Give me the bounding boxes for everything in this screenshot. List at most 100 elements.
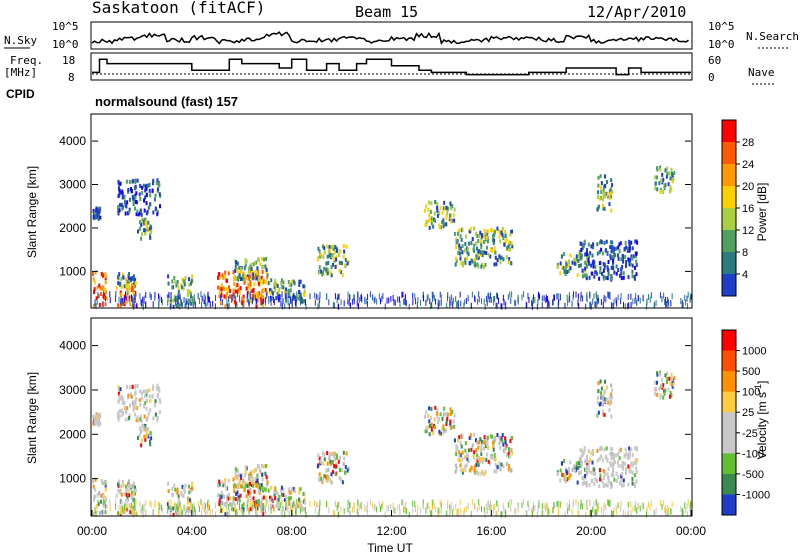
- power-cell: [145, 302, 146, 308]
- velocity-cell: [578, 501, 579, 507]
- freq-panel: [91, 53, 692, 80]
- velocity-cell: [212, 509, 213, 515]
- velocity-cell: [485, 458, 487, 462]
- power-cell: [451, 204, 453, 208]
- velocity-cell: [495, 463, 497, 467]
- velocity-cell: [449, 420, 451, 424]
- power-cell: [300, 299, 301, 305]
- power-cell: [631, 270, 633, 274]
- power-cell: [619, 249, 621, 253]
- velocity-cell: [271, 508, 272, 514]
- power-cell: [553, 299, 554, 305]
- velocity-cell: [250, 499, 251, 505]
- power-colorbar-tick-label: 16: [742, 203, 754, 215]
- power-cell: [468, 242, 470, 246]
- velocity-cell: [510, 468, 512, 472]
- power-cell: [483, 240, 485, 244]
- velocity-cell: [262, 477, 264, 481]
- power-cell: [599, 261, 601, 265]
- power-cell: [288, 289, 290, 293]
- velocity-cell: [201, 510, 202, 516]
- power-cell: [143, 199, 145, 203]
- velocity-cell: [178, 498, 180, 502]
- power-cell: [601, 190, 603, 194]
- power-cell: [499, 239, 501, 243]
- power-cell: [664, 299, 665, 305]
- power-cell: [432, 292, 433, 298]
- power-cell: [598, 277, 600, 281]
- velocity-cell: [259, 469, 261, 473]
- velocity-cell: [526, 510, 527, 516]
- velocity-cell: [582, 482, 584, 486]
- power-cell: [302, 298, 303, 304]
- power-cell: [129, 198, 131, 202]
- velocity-cell: [255, 503, 256, 509]
- velocity-cell: [464, 468, 466, 472]
- velocity-cell: [610, 415, 612, 419]
- power-cell: [223, 294, 225, 298]
- velocity-cell: [593, 468, 595, 472]
- power-heatmap: [92, 166, 692, 310]
- power-cell: [207, 294, 208, 300]
- velocity-cell: [613, 478, 615, 482]
- power-cell: [597, 190, 599, 194]
- velocity-cell: [556, 501, 557, 507]
- power-cell: [348, 292, 349, 298]
- nsky-line: [92, 32, 689, 43]
- power-cell: [212, 301, 213, 307]
- velocity-cell: [105, 498, 107, 502]
- velocity-cell: [149, 500, 150, 506]
- nsky-tick-top: 10^5: [52, 20, 79, 33]
- power-ylabel: Slant Range [km]: [25, 166, 39, 258]
- velocity-cell: [273, 499, 274, 505]
- power-cell: [222, 299, 223, 305]
- velocity-cell: [265, 464, 267, 468]
- velocity-cell: [604, 413, 606, 417]
- velocity-cell: [406, 508, 407, 514]
- power-cell: [132, 180, 134, 184]
- velocity-cell: [130, 484, 132, 488]
- power-cell: [382, 293, 383, 299]
- power-cell: [139, 293, 140, 299]
- velocity-cell: [304, 501, 306, 505]
- velocity-cell: [461, 445, 463, 449]
- power-cell: [409, 304, 410, 310]
- velocity-cell: [228, 504, 229, 510]
- power-cell: [503, 295, 504, 301]
- velocity-cell: [590, 451, 592, 455]
- power-cell: [240, 277, 242, 281]
- power-cell: [145, 221, 147, 225]
- velocity-cell: [122, 401, 124, 405]
- power-cell: [508, 294, 509, 300]
- power-cell: [314, 292, 315, 298]
- velocity-cell: [666, 509, 667, 515]
- velocity-cell: [161, 505, 162, 511]
- velocity-cell: [261, 497, 263, 501]
- power-cell: [134, 207, 136, 211]
- power-cell: [253, 294, 254, 300]
- velocity-cell: [226, 508, 227, 514]
- time-xtick-label: 08:00: [277, 524, 307, 538]
- velocity-cell: [643, 503, 644, 509]
- velocity-cell: [447, 500, 448, 506]
- power-cell: [367, 301, 368, 307]
- velocity-cell: [646, 512, 647, 518]
- power-cell: [193, 302, 194, 308]
- velocity-cell: [126, 385, 128, 389]
- power-cell: [599, 270, 601, 274]
- power-cell: [334, 245, 336, 249]
- power-cell: [96, 213, 98, 217]
- velocity-cell: [608, 408, 610, 412]
- nsearch-label: N.Search: [746, 30, 799, 43]
- velocity-cell: [497, 465, 499, 469]
- power-cell: [429, 226, 431, 230]
- power-cell: [423, 295, 424, 301]
- velocity-cell: [339, 501, 340, 507]
- power-cell: [638, 295, 639, 301]
- velocity-cell: [133, 492, 135, 496]
- power-cell: [131, 189, 133, 193]
- velocity-cell: [250, 507, 252, 511]
- power-cell: [263, 258, 265, 262]
- power-cell: [480, 239, 482, 243]
- velocity-cell: [265, 496, 267, 500]
